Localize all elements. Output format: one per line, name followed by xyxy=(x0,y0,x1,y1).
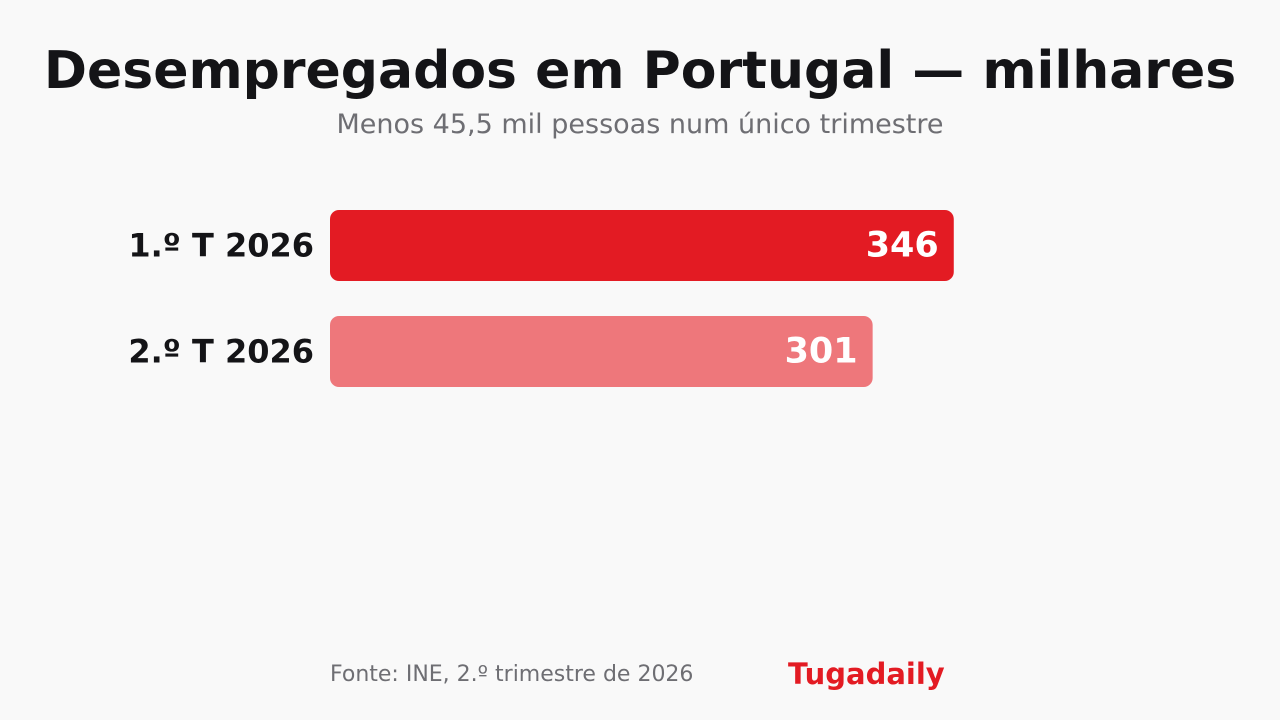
category-label-1: 1.º T 2026 xyxy=(128,227,314,265)
brand-logo-text: Tugadaily xyxy=(788,657,945,691)
value-label-1: 346 xyxy=(866,226,939,266)
bar-1 xyxy=(330,210,954,281)
value-label-2: 301 xyxy=(785,332,858,372)
source-note: Fonte: INE, 2.º trimestre de 2026 xyxy=(330,662,694,687)
chart-subtitle: Menos 45,5 mil pessoas num único trimest… xyxy=(336,109,944,140)
chart-title: Desempregados em Portugal — milhares xyxy=(43,41,1237,101)
category-label-2: 2.º T 2026 xyxy=(128,333,314,371)
bar-2 xyxy=(330,316,873,387)
